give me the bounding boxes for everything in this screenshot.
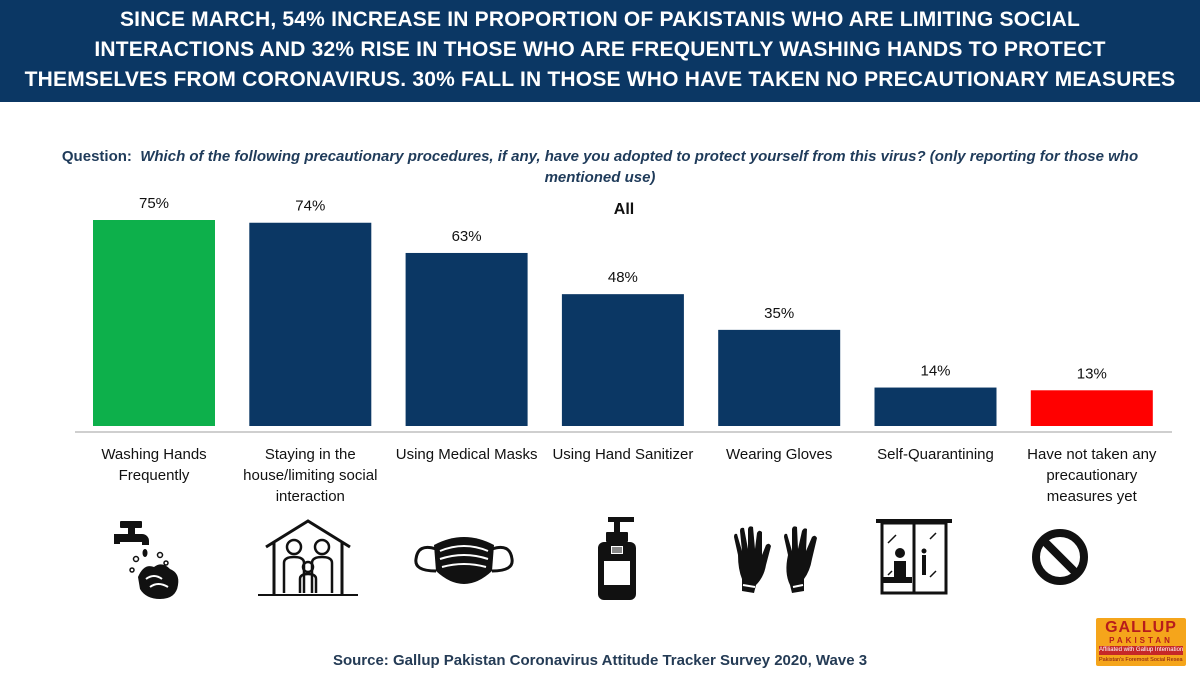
category-label-3: Using Medical Masks [395, 446, 538, 463]
source-note: Source: Gallup Pakistan Coronavirus Atti… [332, 652, 868, 669]
family-house-icon [258, 519, 358, 596]
bar-6 [874, 387, 997, 426]
bar-7 [1030, 390, 1153, 426]
headline-line-2: INTERACTIONS AND 32% RISE IN THOSE WHO A… [94, 38, 1106, 61]
category-label-5: Wearing Gloves [725, 446, 833, 463]
bar-4 [561, 294, 684, 426]
logo-name: GALLUP [1105, 619, 1177, 636]
category-label-6: Self-Quarantining [877, 446, 994, 463]
headline-line-1: SINCE MARCH, 54% INCREASE IN PROPORTION … [119, 8, 1081, 31]
category-label-2: Staying in the house/limiting social int… [243, 446, 378, 505]
value-label-5: 35% [764, 305, 794, 322]
logo-tagline: Pakistan's Foremost Social Research Lab [1099, 657, 1183, 663]
value-label-2: 74% [295, 198, 325, 215]
headline-line-3: THEMSELVES FROM CORONAVIRUS. 30% FALL IN… [24, 68, 1176, 91]
bar-1 [93, 220, 215, 426]
category-label-7: Have not taken any precautionary measure… [1027, 446, 1157, 505]
category-label-4: Using Hand Sanitizer [552, 446, 694, 463]
question-label: Question: [61, 148, 132, 165]
value-label-3: 63% [452, 228, 482, 245]
value-label-1: 75% [139, 195, 169, 212]
value-label-4: 48% [608, 269, 638, 286]
value-label-6: 14% [920, 363, 950, 380]
prohibited-icon [1032, 529, 1088, 585]
medical-mask-icon [414, 537, 514, 584]
gloves-icon [734, 526, 817, 593]
value-label-7: 13% [1077, 365, 1107, 382]
question-body: Which of the following precautionary pro… [140, 148, 1139, 186]
bar-2 [249, 222, 372, 426]
logo-affiliation: Affiliated with Gallup International [1099, 646, 1183, 655]
bar-5 [718, 329, 841, 426]
washing-hands-icon [114, 521, 179, 599]
category-label-1: Washing Hands Frequently [101, 446, 207, 484]
gallup-pakistan-logo: GALLUP PAKISTAN Affiliated with Gallup I… [1096, 618, 1186, 666]
header-banner: SINCE MARCH, 54% INCREASE IN PROPORTION … [0, 0, 1200, 102]
bar-3 [405, 252, 528, 426]
bar-chart: All 75% 74% 63% 48% 35% 14% 13% [75, 195, 1172, 433]
self-quarantine-icon [876, 519, 952, 595]
logo-country: PAKISTAN [1109, 636, 1173, 645]
question-text: Question: Which of the following precaut… [40, 146, 1160, 188]
chart-title: All [614, 201, 634, 218]
hand-sanitizer-icon [598, 517, 636, 600]
